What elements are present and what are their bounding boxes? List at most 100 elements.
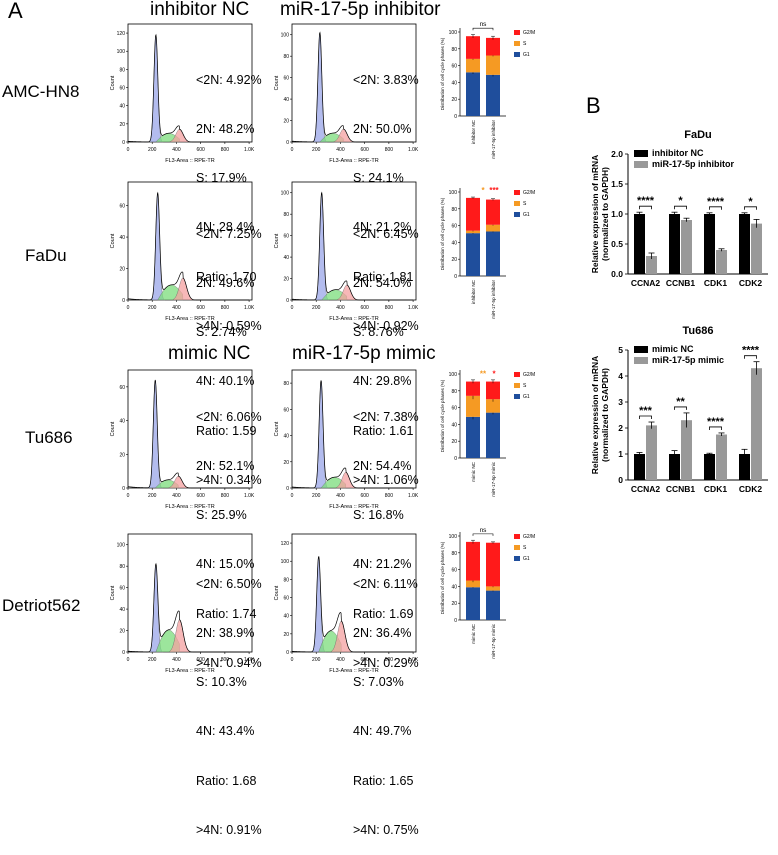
stat-line: S: 2.74% [196, 325, 247, 340]
g1-peak-area [150, 192, 166, 301]
bar-s [486, 55, 500, 75]
legend-label: S [523, 41, 527, 47]
legend-label: S [523, 201, 527, 207]
stat-line: S: 17.9% [196, 171, 247, 186]
legend-swatch [514, 556, 520, 561]
column-title-mimic: miR-17-5p mimic [292, 343, 436, 364]
category-label: CCNA2 [631, 278, 661, 288]
y-tick-label: 120 [117, 31, 126, 37]
legend-swatch [514, 394, 520, 399]
y-axis-label: Count [274, 585, 280, 600]
y-axis-label: (normalized to GAPDH) [600, 167, 610, 261]
histogram-line [291, 31, 413, 143]
stat-line: >4N: 1.06% [353, 472, 419, 487]
x-tick-label: 400 [172, 657, 181, 663]
panel-label-a: A [8, 0, 23, 23]
y-tick-label: 40 [283, 97, 289, 103]
category-label: miR-17-5p inhibitor [491, 120, 496, 159]
g1-peak-area [312, 32, 328, 143]
y-axis-label: Count [274, 421, 280, 436]
y-tick-label: 100 [117, 49, 126, 55]
x-axis-label: FL3-Area :: RPE-TR [165, 158, 215, 164]
category-label: CCNA2 [631, 484, 661, 494]
significance-label: *** [639, 405, 653, 417]
y-tick-label: 0 [286, 486, 289, 492]
x-tick-label: 400 [336, 657, 345, 663]
y-tick-label: 120 [281, 541, 290, 547]
bar-treatment [716, 250, 727, 274]
flow-stats-amc-hn8-inhibitor-nc: <2N: 4.92% 2N: 48.2% S: 17.9% 4N: 28.4% … [196, 39, 262, 351]
chart-title: FaDu [684, 129, 712, 141]
x-tick-label: 1.0K [408, 657, 419, 663]
y-tick-label: 60 [283, 76, 289, 82]
y-tick-label: 0 [286, 140, 289, 146]
x-tick-label: 0 [291, 493, 294, 499]
legend-swatch [634, 161, 648, 168]
y-tick-label: 100 [281, 559, 290, 565]
x-tick-label: 600 [360, 657, 369, 663]
y-tick-label: 60 [451, 224, 457, 230]
significance-label: ** [676, 396, 685, 408]
y-tick-label: 0 [618, 475, 623, 485]
stat-line: >4N: 0.94% [196, 655, 262, 670]
y-tick-label: 40 [451, 422, 457, 428]
bar-g2m [486, 37, 500, 56]
significance-bracket [639, 205, 652, 210]
flow-stats-fadu-inhibitor: <2N: 6.45% 2N: 54.0% S: 8.76% 4N: 29.8% … [353, 193, 419, 505]
stat-line: >4N: 0.34% [196, 472, 262, 487]
y-axis-label: Distribution of cell cycle phases (%) [440, 379, 445, 452]
flow-stats-amc-hn8-inhibitor: <2N: 3.83% 2N: 50.0% S: 24.1% 4N: 21.2% … [353, 39, 419, 351]
y-tick-label: 20 [283, 632, 289, 638]
legend-label: S [523, 545, 527, 551]
y-tick-label: 0 [454, 274, 457, 280]
y-tick-label: 80 [451, 207, 457, 213]
row-label-tu686: Tu686 [25, 428, 73, 447]
x-tick-label: 200 [148, 305, 157, 311]
row-label-detriot562: Detriot562 [2, 596, 81, 615]
y-tick-label: 0 [286, 298, 289, 304]
significance-bracket [472, 533, 494, 536]
significance-label: **** [637, 195, 655, 207]
y-tick-label: 100 [281, 33, 290, 39]
stat-line: S: 8.76% [353, 325, 404, 340]
y-tick-label: 20 [283, 460, 289, 466]
histogram-line [127, 562, 249, 653]
bar-g1 [486, 231, 500, 276]
y-axis-label: Count [110, 233, 116, 248]
x-tick-label: 400 [336, 147, 345, 153]
x-axis-label: FL3-Area :: RPE-TR [329, 668, 379, 674]
legend-label: G2/M [523, 372, 535, 378]
y-axis-label: Distribution of cell cycle phases (%) [440, 541, 445, 614]
g1-peak-area [147, 380, 163, 489]
legend-label: inhibitor NC [652, 148, 704, 158]
x-tick-label: 800 [385, 657, 394, 663]
category-label: CDK2 [739, 484, 762, 494]
y-axis-label: Relative expression of mRNA [590, 155, 600, 274]
y-tick-label: 1 [618, 449, 623, 459]
stat-line: Ratio: 1.65 [353, 773, 414, 788]
y-tick-label: 20 [451, 97, 457, 103]
stat-line: Ratio: 1.74 [196, 606, 257, 621]
row-label-amc-hn8: AMC-HN8 [2, 82, 80, 101]
phase-distribution-chart-amc-hn8: 0 20 40 60 80 100 Distribution of cell cycle p… [440, 21, 535, 159]
stat-line: 4N: 21.2% [353, 557, 412, 572]
y-tick-label: 100 [117, 543, 126, 549]
stat-line: 4N: 40.1% [196, 374, 255, 389]
stat-line: Ratio: 1.61 [353, 423, 414, 438]
plot-frame [127, 533, 253, 653]
significance-label: * [481, 186, 485, 195]
y-tick-label: 0.0 [611, 269, 623, 279]
y-tick-label: 100 [449, 534, 458, 540]
bar-s [486, 224, 500, 232]
histogram-line [291, 556, 413, 653]
y-tick-label: 0 [454, 456, 457, 462]
category-label: inhibitor NC [471, 119, 476, 144]
y-tick-label: 40 [283, 255, 289, 261]
x-tick-label: 800 [385, 493, 394, 499]
phase-distribution-chart-tu686: 0 20 40 60 80 100 Distribution of cell cycle p… [440, 370, 535, 497]
category-label: CDK1 [704, 278, 727, 288]
significance-label: **** [707, 416, 725, 428]
y-tick-label: 100 [449, 190, 458, 196]
y-tick-label: 0 [122, 298, 125, 304]
